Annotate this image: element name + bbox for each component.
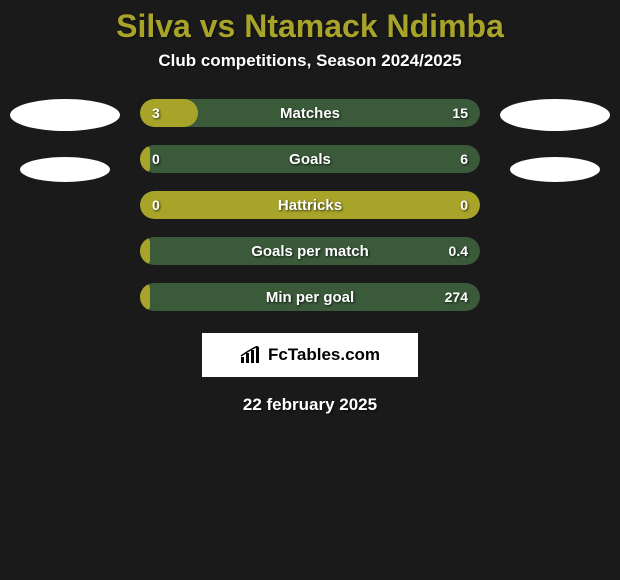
stat-bar: 274Min per goal xyxy=(140,283,480,311)
left-player-column xyxy=(10,99,120,182)
left-player-avatar xyxy=(10,99,120,131)
stat-bars: 315Matches 06Goals 00Hattricks 0.4Goals per… xyxy=(140,99,480,311)
stat-label: Goals per match xyxy=(140,237,480,265)
brand-text: FcTables.com xyxy=(268,345,380,365)
stat-label: Matches xyxy=(140,99,480,127)
comparison-subtitle: Club competitions, Season 2024/2025 xyxy=(0,51,620,71)
stat-bar: 00Hattricks xyxy=(140,191,480,219)
stat-label: Goals xyxy=(140,145,480,173)
comparison-title: Silva vs Ntamack Ndimba xyxy=(0,0,620,45)
stat-bar: 0.4Goals per match xyxy=(140,237,480,265)
stat-bar: 06Goals xyxy=(140,145,480,173)
right-player-column xyxy=(500,99,610,182)
right-player-avatar xyxy=(500,99,610,131)
stat-label: Min per goal xyxy=(140,283,480,311)
comparison-date: 22 february 2025 xyxy=(0,395,620,415)
brand-chart-icon xyxy=(240,346,262,364)
stat-label: Hattricks xyxy=(140,191,480,219)
right-club-logo xyxy=(510,157,600,182)
brand-badge: FcTables.com xyxy=(202,333,418,377)
comparison-content: 315Matches 06Goals 00Hattricks 0.4Goals per… xyxy=(0,99,620,311)
left-club-logo xyxy=(20,157,110,182)
stat-bar: 315Matches xyxy=(140,99,480,127)
